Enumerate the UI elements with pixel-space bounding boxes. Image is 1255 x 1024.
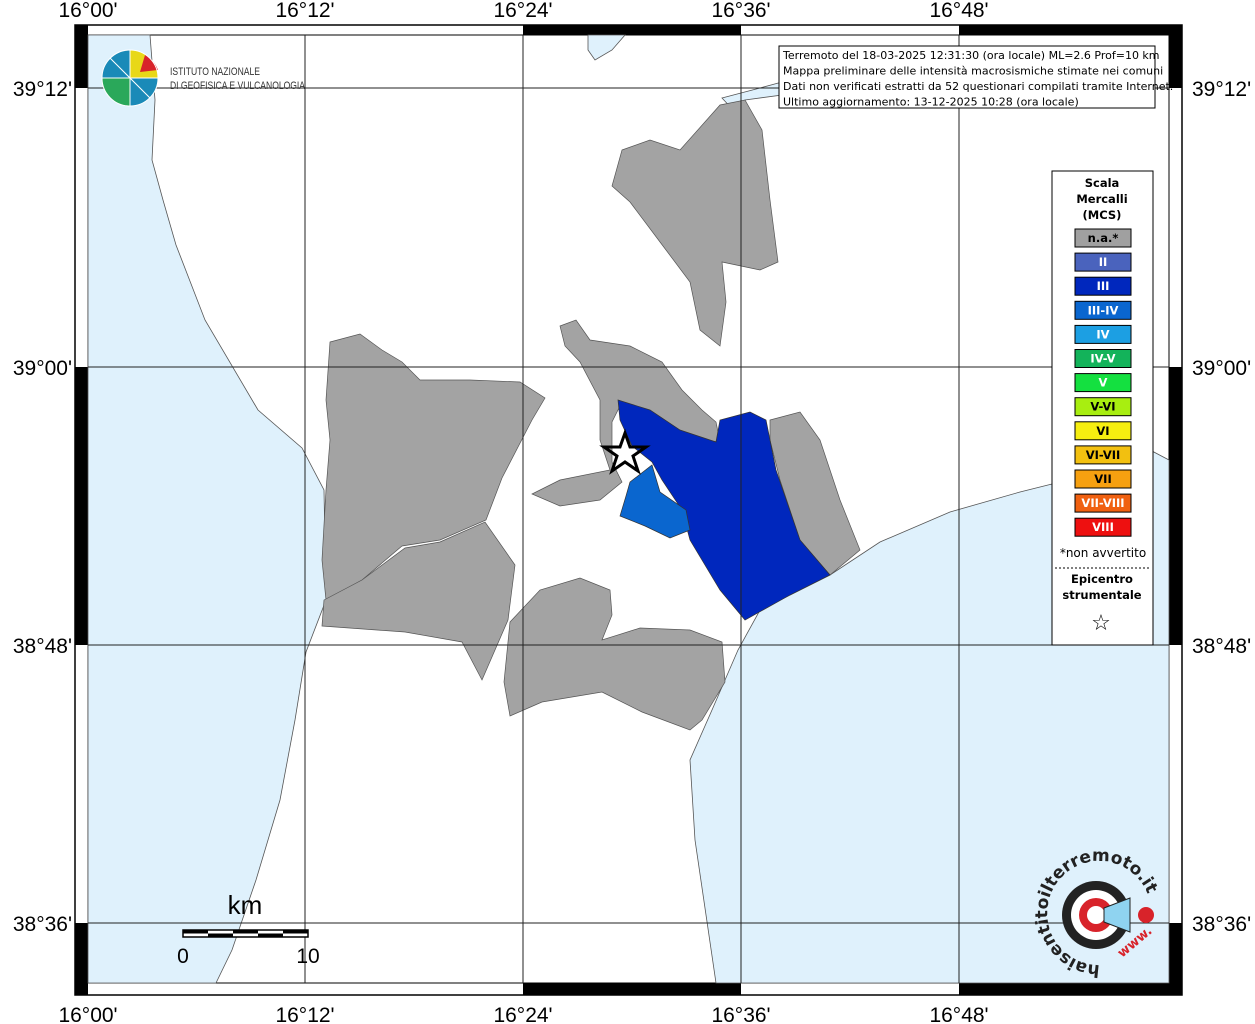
legend-label: VI bbox=[1096, 424, 1109, 438]
info-line: Dati non verificati estratti da 52 quest… bbox=[783, 80, 1173, 93]
legend-swatch bbox=[1074, 421, 1132, 441]
legend-label: VIII bbox=[1092, 520, 1114, 534]
legend-label: n.a.* bbox=[1088, 231, 1119, 245]
legend-label: VII bbox=[1094, 472, 1111, 486]
legend-epicenter-symbol: ☆ bbox=[1091, 611, 1111, 636]
legend-swatch bbox=[1074, 373, 1132, 393]
longitude-label: 16°36' bbox=[711, 0, 770, 22]
longitude-label: 16°36' bbox=[711, 1004, 770, 1024]
latitude-label: 39°12' bbox=[1192, 78, 1251, 101]
scale-label: 0 bbox=[177, 945, 189, 968]
legend-label: III bbox=[1097, 279, 1110, 293]
info-line: Ultimo aggiornamento: 13-12-2025 10:28 (… bbox=[783, 96, 1079, 109]
legend-epicenter-title: strumentale bbox=[1062, 588, 1141, 602]
latitude-label: 39°12' bbox=[13, 78, 72, 101]
grid bbox=[88, 35, 1169, 983]
scale-label: 10 bbox=[296, 945, 319, 968]
longitude-label: 16°12' bbox=[275, 1004, 334, 1024]
legend-swatch bbox=[1074, 276, 1132, 296]
legend-swatch bbox=[1074, 493, 1132, 513]
epicenter-marker bbox=[599, 428, 651, 475]
latitude-label: 38°36' bbox=[1192, 913, 1251, 936]
latitude-label: 38°48' bbox=[1192, 635, 1251, 658]
legend-swatch bbox=[1074, 445, 1132, 465]
legend-note: *non avvertito bbox=[1060, 546, 1146, 560]
longitude-label: 16°12' bbox=[275, 0, 334, 22]
longitude-label: 16°24' bbox=[493, 0, 552, 22]
latitude-label: 39°00' bbox=[1192, 357, 1251, 380]
latitude-label: 38°36' bbox=[13, 913, 72, 936]
legend-swatch bbox=[1074, 469, 1132, 489]
legend-label: V bbox=[1099, 376, 1108, 390]
legend-title: Scala bbox=[1085, 176, 1120, 190]
legend-swatch bbox=[1074, 252, 1132, 272]
legend-title: (MCS) bbox=[1083, 208, 1122, 222]
info-line: Mappa preliminare delle intensità macros… bbox=[783, 65, 1163, 78]
longitude-label: 16°00' bbox=[58, 0, 117, 22]
sea bbox=[87, 34, 1170, 984]
latitude-label: 39°00' bbox=[13, 357, 72, 380]
ingv-text: DI GEOFISICA E VULCANOLOGIA bbox=[170, 80, 306, 92]
scale-unit: km bbox=[228, 890, 263, 920]
longitude-label: 16°48' bbox=[929, 0, 988, 22]
legend-swatch bbox=[1074, 349, 1132, 368]
longitude-label: 16°48' bbox=[929, 1004, 988, 1024]
ingv-logo: ISTITUTO NAZIONALE DI GEOFISICA E VULCANO… bbox=[101, 49, 306, 107]
legend-swatch bbox=[1074, 228, 1132, 248]
legend-swatch bbox=[1074, 324, 1132, 344]
ingv-text: ISTITUTO NAZIONALE bbox=[170, 66, 260, 78]
legend-label: IV-V bbox=[1090, 352, 1115, 366]
legend-label: III-IV bbox=[1088, 303, 1119, 317]
legend-swatch bbox=[1074, 517, 1132, 537]
legend-label: II bbox=[1099, 255, 1108, 269]
scale-bar: km 0 10 bbox=[177, 890, 320, 968]
legend-epicenter-title: Epicentro bbox=[1071, 572, 1133, 586]
legend-label: V-VI bbox=[1090, 400, 1115, 414]
longitude-label: 16°24' bbox=[493, 1004, 552, 1024]
legend-title: Mercalli bbox=[1076, 192, 1127, 206]
info-line: Terremoto del 18-03-2025 12:31:30 (ora l… bbox=[782, 49, 1160, 62]
legend-label: VII-VIII bbox=[1081, 496, 1124, 510]
intensity-iii-area bbox=[617, 399, 831, 621]
legend-swatch bbox=[1074, 397, 1132, 417]
intensity-iii-iv-area bbox=[619, 464, 691, 539]
legend-label: VI-VII bbox=[1086, 448, 1121, 462]
legend-swatch bbox=[1074, 300, 1132, 320]
coordinate-labels: 16°00' 16°00' 16°12' 16°12' 16°24' 16°24' 16°3… bbox=[13, 0, 1251, 1024]
longitude-label: 16°00' bbox=[58, 1004, 117, 1024]
legend: ScalaMercalli(MCS)n.a.*IIIIIIII-IVIVIV-V… bbox=[1051, 170, 1154, 646]
legend-label: IV bbox=[1096, 327, 1109, 341]
latitude-label: 38°48' bbox=[13, 635, 72, 658]
info-box: Terremoto del 18-03-2025 12:31:30 (ora l… bbox=[778, 45, 1173, 109]
municipalities bbox=[321, 99, 861, 731]
